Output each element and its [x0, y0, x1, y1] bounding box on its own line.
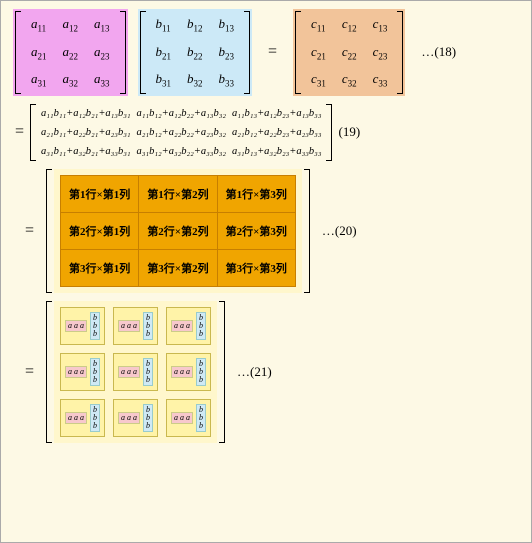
- equation-21-row: = aaabbbaaabbbaaabbbaaabbbaaabbbaaabbbaa…: [7, 301, 525, 443]
- matrix-cell: c21: [303, 39, 334, 67]
- equals-sign: =: [15, 123, 24, 141]
- equation-20-row: = 第1行×第1列第1行×第2列第1行×第3列第2行×第1列第2行×第2列第2行…: [7, 169, 525, 293]
- row-vector-icon: aaa: [65, 412, 87, 424]
- matrix-product-expanded: a₁₁b₁₁+a₁₂b₂₁+a₁₃b₃₁a₁₁b₁₂+a₁₂b₂₂+a₁₃b₃₂…: [30, 104, 332, 161]
- visual-cell: aaabbb: [166, 353, 211, 391]
- visual-cell: aaabbb: [113, 399, 158, 437]
- matrix-cell: c32: [334, 66, 365, 94]
- matrix-cell: b31: [148, 66, 180, 94]
- row-col-cell: 第2行×第2列: [139, 213, 216, 249]
- row-vector-icon: aaa: [171, 366, 193, 378]
- row-vector-icon: aaa: [65, 366, 87, 378]
- equation-18-row: a11a12a13 a21a22a23 a31a32a33 b11b12b13 b21…: [7, 9, 525, 96]
- equals-sign: =: [25, 363, 34, 381]
- matrix-cell: b22: [179, 39, 211, 67]
- equals-sign: =: [268, 43, 277, 61]
- matrix-b: b11b12b13 b21b22b23 b31b32b33: [140, 11, 251, 94]
- equation-19-label: (19): [338, 124, 360, 140]
- col-vector-icon: bbb: [143, 358, 153, 386]
- row-vector-icon: aaa: [171, 320, 193, 332]
- matrix-cell: a33: [86, 66, 118, 94]
- visual-cell: aaabbb: [166, 307, 211, 345]
- matrix-cell: b33: [211, 66, 243, 94]
- matrix-row-col-description: 第1行×第1列第1行×第2列第1行×第3列第2行×第1列第2行×第2列第2行×第…: [46, 169, 310, 293]
- equals-sign: =: [25, 222, 34, 240]
- matrix-cell: a21: [23, 39, 55, 67]
- equation-19-row: = a₁₁b₁₁+a₁₂b₂₁+a₁₃b₃₁a₁₁b₁₂+a₁₂b₂₂+a₁₃b…: [7, 104, 525, 161]
- matrix-cell: a₁₁b₁₁+a₁₂b₂₁+a₁₃b₃₁: [38, 104, 133, 123]
- matrix-cell: a32: [55, 66, 87, 94]
- matrix-b-highlight: b11b12b13 b21b22b23 b31b32b33: [138, 9, 253, 96]
- matrix-visual-blocks: aaabbbaaabbbaaabbbaaabbbaaabbbaaabbbaaab…: [46, 301, 225, 443]
- row-col-cell: 第3行×第1列: [61, 250, 138, 286]
- row-vector-icon: aaa: [171, 412, 193, 424]
- row-vector-icon: aaa: [65, 320, 87, 332]
- row-col-cell: 第1行×第1列: [61, 176, 138, 212]
- col-vector-icon: bbb: [90, 404, 100, 432]
- matrix-cell: a11: [23, 11, 55, 39]
- matrix-cell: a12: [55, 11, 87, 39]
- matrix-c: c11c12c13 c21c22c23 c31c32c33: [295, 11, 403, 94]
- matrix-cell: a₃₁b₁₂+a₃₂b₂₂+a₃₃b₃₂: [134, 142, 229, 161]
- col-vector-icon: bbb: [196, 358, 206, 386]
- matrix-cell: c33: [365, 66, 396, 94]
- matrix-cell: b21: [148, 39, 180, 67]
- col-vector-icon: bbb: [90, 358, 100, 386]
- matrix-cell: b12: [179, 11, 211, 39]
- visual-cell: aaabbb: [166, 399, 211, 437]
- visual-cell: aaabbb: [113, 353, 158, 391]
- matrix-cell: b32: [179, 66, 211, 94]
- matrix-c-highlight: c11c12c13 c21c22c23 c31c32c33: [293, 9, 405, 96]
- visual-cell: aaabbb: [60, 353, 105, 391]
- matrix-cell: a₂₁b₁₁+a₂₂b₂₁+a₂₃b₃₁: [38, 123, 133, 142]
- matrix-cell: c22: [334, 39, 365, 67]
- matrix-cell: c11: [303, 11, 334, 39]
- equation-21-label: …(21): [237, 364, 272, 380]
- matrix-cell: c23: [365, 39, 396, 67]
- row-col-cell: 第3行×第3列: [218, 250, 295, 286]
- matrix-cell: a₂₁b₁₂+a₂₂b₂₂+a₂₃b₃₂: [134, 123, 229, 142]
- row-col-cell: 第2行×第3列: [218, 213, 295, 249]
- visual-cell: aaabbb: [60, 307, 105, 345]
- row-col-cell: 第2行×第1列: [61, 213, 138, 249]
- matrix-cell: a13: [86, 11, 118, 39]
- matrix-cell: a₂₁b₁₂+a₂₂b₂₃+a₂₃b₃₃: [229, 123, 324, 142]
- row-vector-icon: aaa: [118, 320, 140, 332]
- row-vector-icon: aaa: [118, 412, 140, 424]
- col-vector-icon: bbb: [196, 404, 206, 432]
- col-vector-icon: bbb: [143, 312, 153, 340]
- matrix-a-highlight: a11a12a13 a21a22a23 a31a32a33: [13, 9, 128, 96]
- row-vector-icon: aaa: [118, 366, 140, 378]
- matrix-cell: a₃₁b₁₃+a₃₂b₂₃+a₃₃b₃₃: [229, 142, 324, 161]
- visual-cell: aaabbb: [60, 399, 105, 437]
- matrix-cell: a22: [55, 39, 87, 67]
- page: a11a12a13 a21a22a23 a31a32a33 b11b12b13 b21…: [0, 0, 532, 543]
- row-col-cell: 第3行×第2列: [139, 250, 216, 286]
- equation-18-label: …(18): [421, 44, 456, 60]
- matrix-cell: a₁₁b₁₂+a₁₂b₂₂+a₁₃b₃₂: [134, 104, 229, 123]
- matrix-a: a11a12a13 a21a22a23 a31a32a33: [15, 11, 126, 94]
- visual-cell: aaabbb: [113, 307, 158, 345]
- col-vector-icon: bbb: [90, 312, 100, 340]
- matrix-cell: c31: [303, 66, 334, 94]
- matrix-cell: b13: [211, 11, 243, 39]
- row-col-cell: 第1行×第2列: [139, 176, 216, 212]
- matrix-cell: a₁₁b₁₃+a₁₂b₂₃+a₁₃b₃₃: [229, 104, 324, 123]
- col-vector-icon: bbb: [143, 404, 153, 432]
- equation-20-label: …(20): [322, 223, 357, 239]
- matrix-cell: c12: [334, 11, 365, 39]
- row-col-cell: 第1行×第3列: [218, 176, 295, 212]
- matrix-cell: c13: [365, 11, 396, 39]
- matrix-cell: a₃₁b₁₁+a₃₂b₂₁+a₃₃b₃₁: [38, 142, 133, 161]
- matrix-cell: b11: [148, 11, 180, 39]
- matrix-cell: b23: [211, 39, 243, 67]
- matrix-cell: a23: [86, 39, 118, 67]
- col-vector-icon: bbb: [196, 312, 206, 340]
- matrix-cell: a31: [23, 66, 55, 94]
